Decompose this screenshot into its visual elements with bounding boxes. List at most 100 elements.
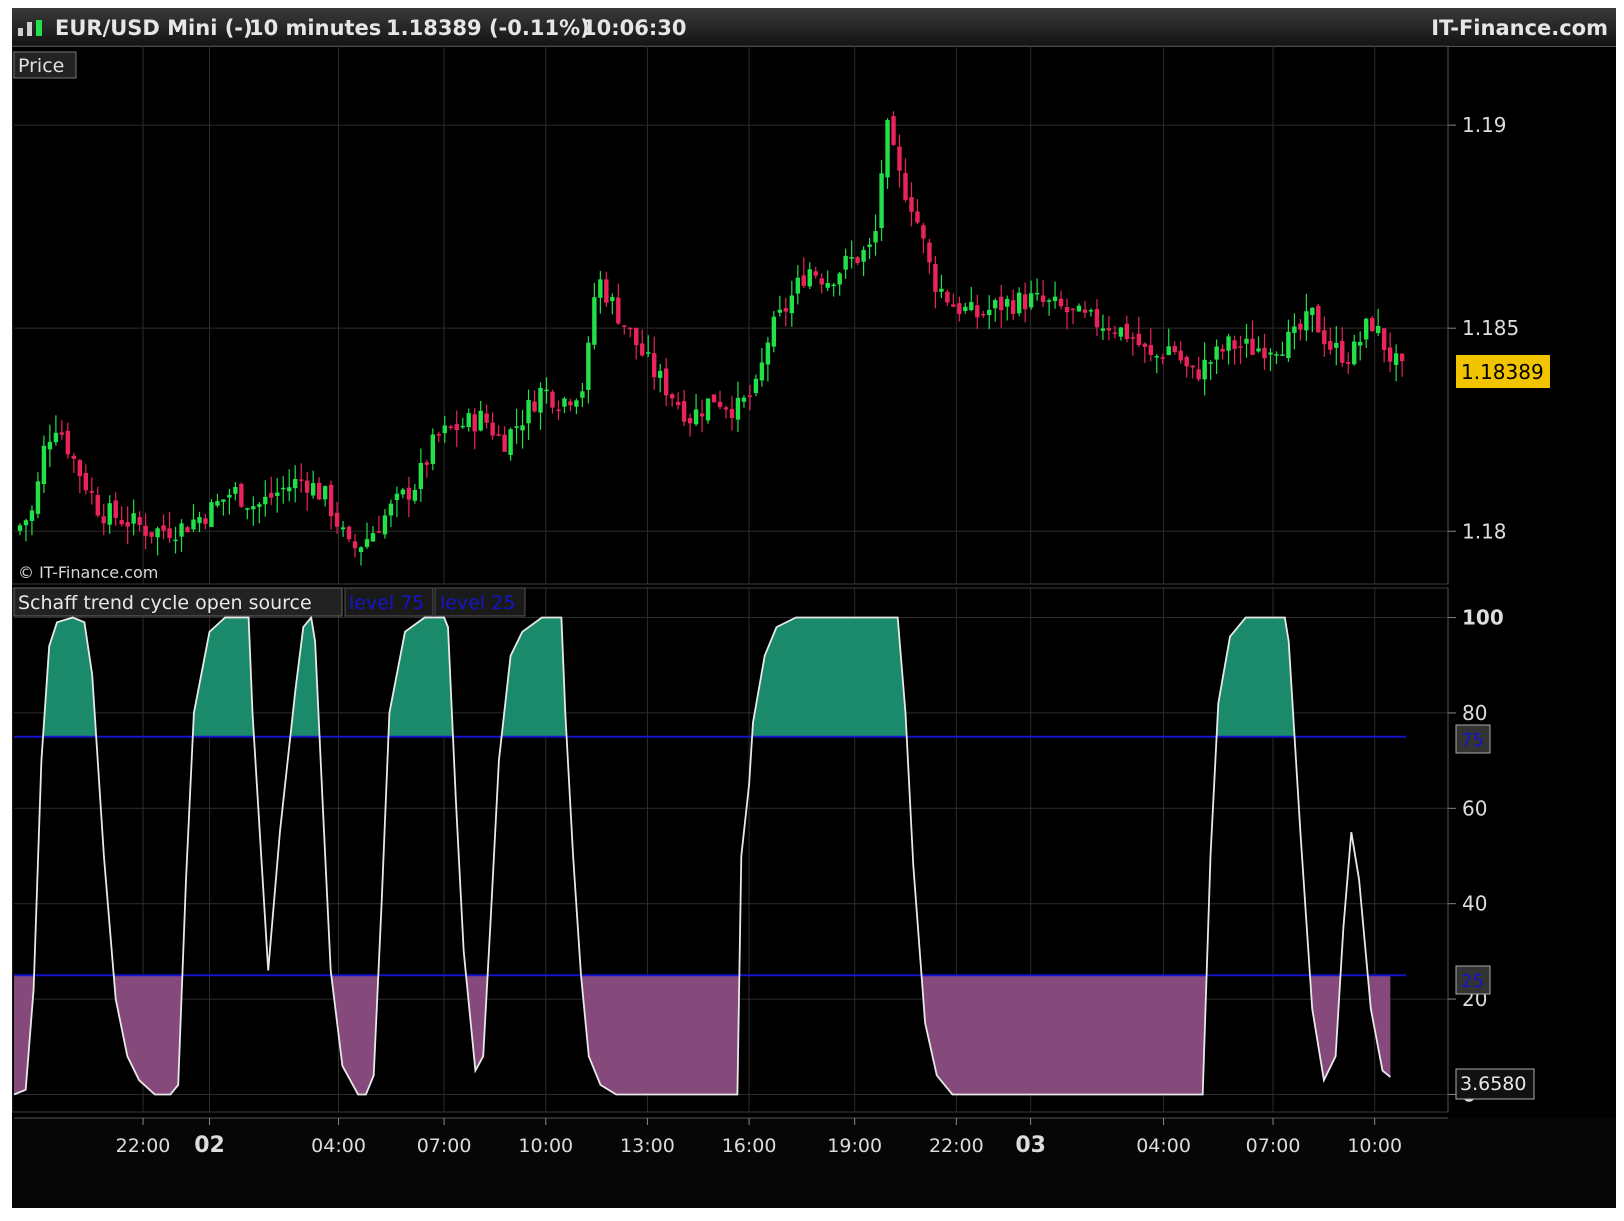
price-candles [17,111,1405,566]
candle-body [1310,307,1315,316]
candle-body [1094,309,1100,328]
candle-body [693,409,699,425]
axes: 22:00 02 04:00 07:00 10:00 13:00 16:00 19:00 22:… [12,45,1616,1208]
candle-body [562,398,567,407]
candle-body [651,353,657,378]
candle-body [400,489,406,495]
candle-body [502,434,507,452]
chart-window: EUR/USD Mini (-) 10 minutes 1.18389 (-0.… [12,8,1616,1208]
candle-body [149,532,154,537]
candle-body [1387,347,1393,362]
candle-body [1190,365,1195,368]
candle-body [1166,346,1171,356]
candle-body [496,434,501,436]
candle-body [1106,328,1112,331]
candle-body [221,499,226,502]
candle-body [47,441,53,450]
candle-body [155,528,160,538]
candle-body [35,481,41,514]
candle-body [640,343,645,356]
last-price-badge [1456,355,1550,388]
candle-body [993,300,998,309]
candle-body [885,120,890,178]
candle-body [1346,362,1351,364]
candle-body [1232,340,1237,349]
x-tick-label: 22:00 [929,1135,984,1157]
candle-body [472,414,477,432]
candle-body [699,413,705,417]
candle-body [484,413,489,423]
candle-body [1262,347,1267,359]
price-panel-label: Price [18,55,64,77]
candle-body [340,527,346,530]
candle-body [1124,323,1130,340]
candle-body [729,408,735,419]
stc-tick-label: 100 [1462,606,1504,630]
level25-tag-box [434,587,526,617]
candle-body [753,378,759,394]
stc-fill-above-75 [388,617,453,737]
chart-canvas[interactable]: 22:00 02 04:00 07:00 10:00 13:00 16:00 19:00 22:… [12,8,1616,1208]
candle-body [257,504,262,507]
candle-body [490,422,495,436]
candle-body [1280,354,1285,356]
candle-body [95,494,100,516]
candle-body [634,327,639,346]
quote-label: 1.18389 (-0.11%) [386,16,590,40]
candle-body [209,502,214,527]
stc-fill-below-25 [466,975,487,1070]
candle-body [131,513,136,524]
candle-body [173,539,178,542]
candle-body [1196,369,1201,380]
candle-body [215,501,220,506]
candle-body [478,410,483,431]
candle-body [239,483,244,507]
candle-body [269,493,274,498]
candle-body [293,478,298,489]
candlestick-icon [18,20,42,36]
candle-body [107,503,112,525]
timeframe-label[interactable]: 10 minutes [249,16,382,40]
stc-fill-above-75 [1217,617,1295,737]
price-tick-label: 1.19 [1462,113,1507,137]
candle-body [227,494,232,498]
candle-body [951,304,956,307]
candle-body [412,489,418,501]
candle-body [245,508,250,510]
candle-body [101,516,106,524]
candle-body [1040,295,1046,302]
candle-body [903,172,908,200]
candle-body [263,496,268,505]
candle-body [663,368,669,396]
candle-body [933,263,938,292]
stc-fill-below-25 [922,975,1207,1095]
candle-body [915,211,920,223]
candle-body [185,527,190,533]
candle-body [957,303,962,315]
candle-body [795,277,800,294]
candle-body [436,433,442,436]
candle-body [921,225,926,239]
candle-body [538,387,543,413]
candle-body [1034,292,1040,295]
candle-body [1328,341,1333,350]
x-tick-label: 07:00 [1246,1135,1301,1157]
stc-fill-above-75 [291,617,319,737]
candle-body [275,492,280,496]
candle-body [53,432,59,443]
symbol-label[interactable]: EUR/USD Mini (-) [55,16,253,40]
candle-body [789,295,795,314]
candle-body [1160,357,1165,359]
candle-body [454,424,459,431]
candle-body [298,479,304,481]
candle-body [1334,342,1339,348]
candle-body [1286,331,1291,359]
candle-body [735,397,741,420]
candle-body [867,244,872,247]
candle-body [167,528,172,538]
candle-body [233,487,238,494]
chart-header-bar: EUR/USD Mini (-) 10 minutes 1.18389 (-0.… [12,8,1616,47]
candle-body [550,391,555,408]
x-tick-label: 02 [194,1133,225,1158]
candle-body [939,288,944,292]
